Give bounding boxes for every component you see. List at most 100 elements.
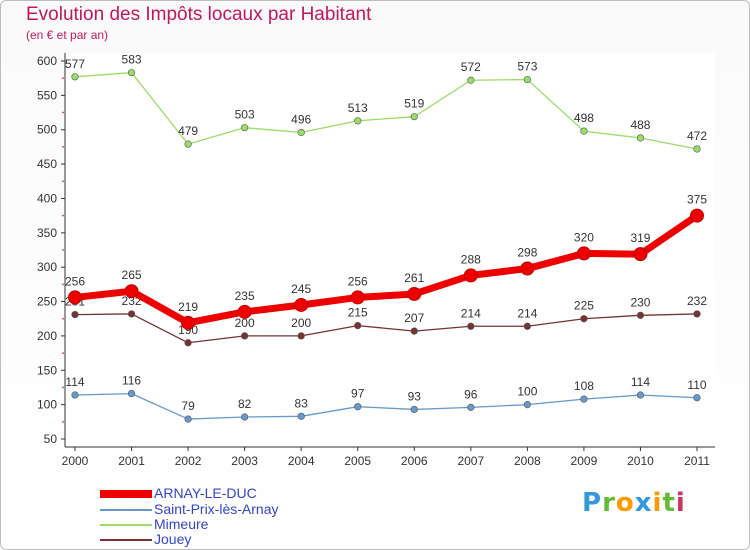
data-point [184, 415, 192, 423]
chart-subtitle: (en € et par an) [26, 28, 109, 42]
data-point [693, 145, 701, 153]
data-point [693, 394, 701, 402]
logo-letter: P [582, 488, 603, 518]
y-minor-tick [62, 317, 64, 320]
legend-swatch [100, 524, 152, 526]
data-label: 256 [65, 274, 85, 288]
data-point [407, 286, 422, 301]
x-tick-label: 2009 [571, 454, 598, 468]
data-point [523, 401, 531, 409]
data-label: 320 [574, 230, 594, 244]
data-label: 214 [461, 306, 481, 320]
y-tick-label: 600 [37, 54, 57, 68]
data-point [410, 113, 418, 121]
data-label: 519 [404, 97, 424, 111]
y-minor-tick [62, 146, 64, 148]
data-label: 114 [65, 375, 84, 389]
y-minor-tick [62, 180, 64, 183]
y-tick-label: 500 [37, 123, 57, 137]
y-minor-tick [62, 352, 64, 354]
legend-item-saint-prix-les-arnay: Saint-Prix-lès-Arnay [100, 501, 360, 517]
y-tick-label: 550 [37, 88, 57, 102]
data-label: 288 [461, 252, 481, 266]
data-point [241, 332, 249, 340]
data-label: 116 [122, 374, 141, 388]
y-tick-label: 50 [44, 432, 58, 446]
data-label: 479 [178, 124, 198, 138]
y-tick-label: 450 [37, 157, 57, 171]
data-label: 93 [408, 389, 422, 403]
legend-swatch [100, 509, 152, 511]
data-point [693, 310, 701, 318]
data-label: 82 [238, 397, 252, 411]
data-label: 245 [291, 282, 311, 296]
legend-label: ARNAY-LE-DUC [154, 485, 257, 501]
legend-label: Saint-Prix-lès-Arnay [154, 501, 279, 517]
data-label: 319 [630, 231, 650, 245]
y-tick-label: 350 [37, 226, 57, 240]
data-label: 79 [181, 399, 195, 413]
data-point [520, 261, 535, 276]
data-point [71, 311, 79, 319]
data-point [463, 268, 478, 283]
chart-title: Evolution des Impôts locaux par Habitant [26, 4, 372, 25]
data-point [68, 290, 82, 305]
logo-letter: x [634, 488, 653, 518]
data-label: 573 [517, 60, 537, 74]
data-label: 577 [65, 57, 85, 71]
data-label: 472 [687, 129, 707, 143]
data-label: 200 [291, 316, 311, 330]
y-tick-label: 250 [37, 295, 57, 309]
data-label: 214 [517, 306, 537, 320]
y-minor-tick [62, 420, 64, 423]
x-tick-label: 2007 [457, 454, 484, 468]
data-label: 298 [517, 246, 537, 260]
legend-item-jouey: Jouey [100, 531, 360, 547]
data-point [294, 297, 309, 312]
data-label: 503 [235, 108, 255, 122]
data-label: 114 [631, 375, 650, 389]
data-label: 488 [630, 118, 650, 132]
data-point [354, 403, 362, 411]
data-point [410, 327, 418, 335]
data-point [184, 339, 192, 347]
data-label: 256 [348, 274, 368, 288]
data-label: 83 [295, 396, 309, 410]
data-label: 200 [235, 316, 255, 330]
series-line [74, 392, 698, 420]
x-tick-label: 2011 [684, 454, 710, 468]
x-tick-label: 2006 [401, 454, 428, 468]
data-label: 498 [574, 111, 594, 125]
data-point [71, 73, 79, 81]
x-tick-label: 2001 [118, 454, 145, 468]
data-point [467, 403, 475, 411]
x-tick-label: 2005 [344, 454, 371, 468]
data-label: 232 [687, 294, 707, 308]
data-point [297, 128, 305, 137]
data-label: 110 [687, 378, 706, 392]
logo-letter: i [652, 488, 663, 518]
logo-letter: r [602, 488, 616, 518]
data-point [580, 315, 588, 323]
data-point [690, 208, 704, 223]
data-point [523, 322, 531, 330]
data-label: 225 [574, 299, 594, 313]
data-point [354, 322, 362, 330]
data-label: 97 [351, 387, 365, 401]
data-point [636, 391, 645, 399]
data-label: 375 [687, 193, 707, 207]
y-tick-label: 150 [37, 363, 57, 377]
data-label: 219 [178, 300, 198, 314]
data-point [467, 76, 475, 84]
y-minor-tick [62, 214, 64, 217]
data-point [184, 140, 192, 148]
legend-label: Jouey [154, 531, 192, 547]
data-point [467, 322, 475, 330]
data-label: 572 [461, 60, 481, 74]
data-point [636, 311, 645, 319]
data-point [127, 69, 136, 77]
data-point [636, 134, 645, 142]
y-minor-tick [62, 386, 64, 389]
data-label: 265 [122, 268, 142, 282]
